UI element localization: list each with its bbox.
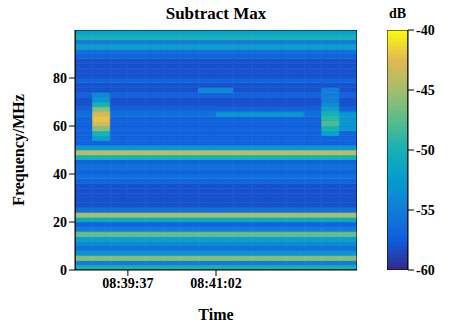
svg-text:20: 20 [53,215,67,230]
html-text:dB: dB [388,6,407,21]
svg-text:-40: -40 [416,23,435,38]
svg-text:80: 80 [53,71,67,86]
svg-text:-55: -55 [416,203,435,218]
svg-text:-45: -45 [416,83,435,98]
svg-text:Frequency/MHz: Frequency/MHz [10,94,28,206]
svg-text:Time: Time [198,306,233,323]
svg-text:08:41:02: 08:41:02 [190,276,241,291]
svg-text:08:39:37: 08:39:37 [102,276,153,291]
svg-text:0: 0 [60,263,67,278]
svg-text:-60: -60 [416,263,435,278]
svg-text:40: 40 [53,167,67,182]
html-text:Subtract Max: Subtract Max [165,4,267,23]
svg-text:-50: -50 [416,143,435,158]
svg-text:60: 60 [53,119,67,134]
